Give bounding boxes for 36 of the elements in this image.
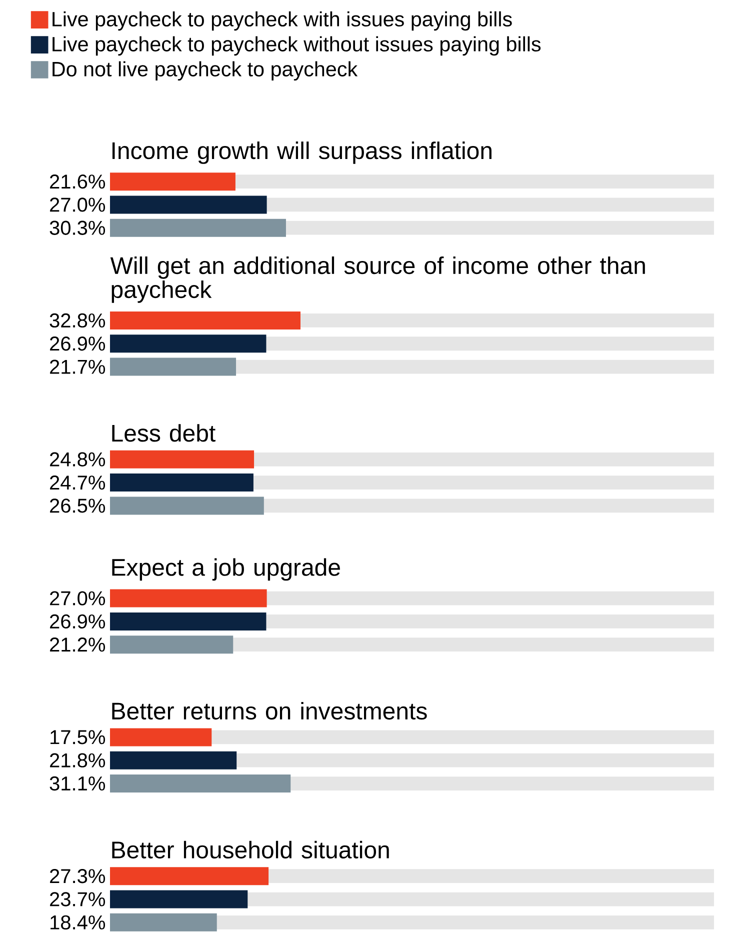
- data-label: 21.7%: [50, 360, 106, 374]
- bar: [110, 890, 248, 908]
- data-label: 31.1%: [50, 776, 106, 791]
- bar: [110, 172, 236, 191]
- data-label: 18.4%: [50, 915, 106, 930]
- bar: [110, 913, 217, 932]
- data-label: 21.8%: [50, 753, 106, 768]
- y-tick-label: Income growth will surpass inflation: [112, 142, 492, 164]
- y-tick-label: Better household situation: [112, 840, 389, 858]
- data-label: 24.7%: [50, 475, 106, 490]
- data-label: 17.5%: [50, 730, 106, 744]
- bar: [110, 636, 234, 654]
- bar: [110, 474, 254, 492]
- legend-label: Live paycheck to paycheck without issues paying bills: [52, 36, 541, 56]
- y-tick-label: Better returns on investments: [112, 702, 427, 720]
- data-label: 32.8%: [50, 313, 106, 328]
- bar: [110, 450, 254, 468]
- y-tick-label: Less debt: [112, 424, 216, 442]
- y-tick-label: Expect a job upgrade: [112, 558, 340, 581]
- bar: [110, 728, 212, 746]
- legend-label: Do not live paycheck to paycheck: [52, 61, 358, 81]
- data-label: 26.5%: [50, 498, 106, 513]
- data-label: 27.0%: [50, 198, 106, 212]
- data-label: 27.3%: [50, 869, 106, 884]
- data-label: 27.0%: [50, 591, 106, 606]
- data-label: 21.2%: [50, 638, 106, 652]
- data-label: 26.9%: [50, 336, 106, 351]
- bar: [110, 751, 237, 770]
- data-label: 23.7%: [50, 892, 106, 906]
- data-label: 24.8%: [50, 452, 106, 466]
- y-tick-label: Will get an additional source of income other than paycheck: [110, 256, 645, 303]
- data-label: 30.3%: [50, 220, 106, 235]
- data-label: 21.6%: [50, 174, 106, 189]
- legend-label: Live paycheck to paycheck with issues paying bills: [52, 11, 512, 31]
- bar: [110, 358, 236, 376]
- data-label: 26.9%: [50, 614, 106, 629]
